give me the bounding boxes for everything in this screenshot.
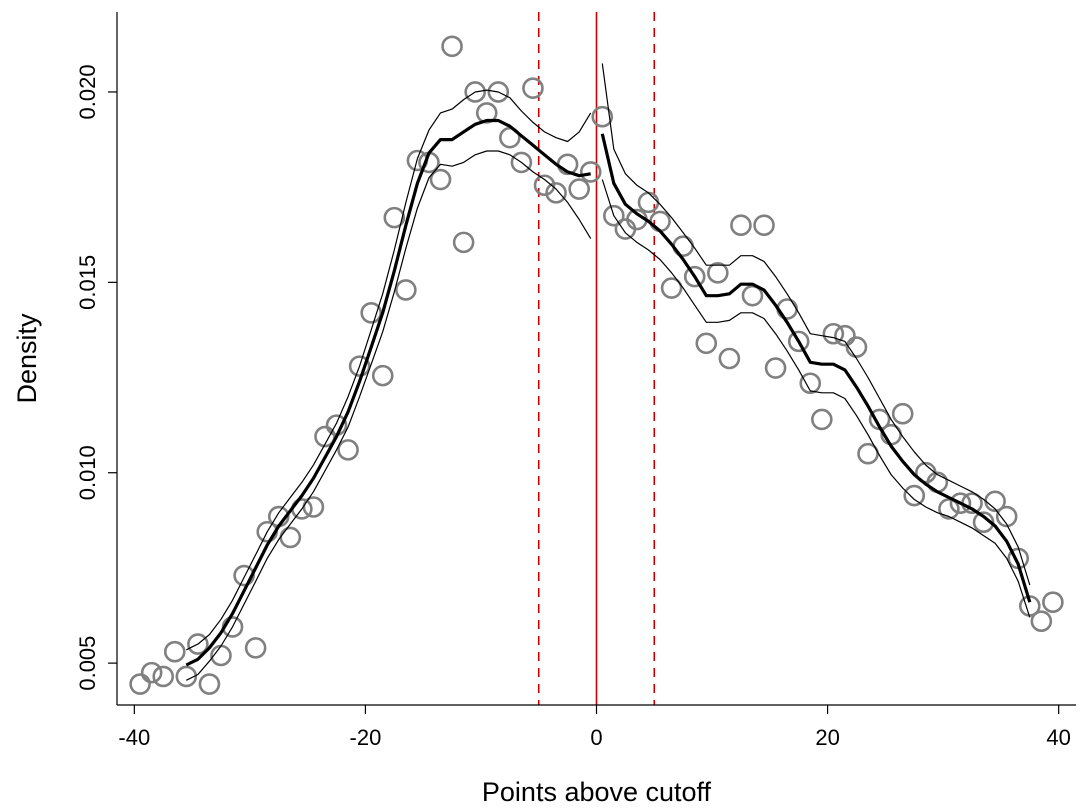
scatter-point: [949, 492, 972, 514]
scatter-point: [799, 372, 822, 395]
fit-line-left: [185, 118, 591, 667]
scatter-point: [198, 673, 221, 695]
scatter-point: [637, 191, 660, 214]
scatter-point: [857, 442, 879, 465]
y-axis-ticks: 0.005 0.010 0.015 0.020: [75, 64, 117, 691]
scatter-point: [395, 279, 417, 301]
scatter-point: [695, 332, 718, 355]
scatter-point: [568, 178, 590, 200]
scatter-point: [487, 81, 510, 103]
scatter-point: [337, 439, 359, 461]
reference-lines: [537, 12, 656, 705]
scatter-point: [683, 265, 706, 288]
scatter-point: [972, 511, 995, 534]
scatter-point: [891, 402, 914, 425]
scatter-point: [811, 408, 833, 431]
scatter-point: [753, 214, 775, 237]
scatter-point: [452, 231, 475, 254]
scatter-point: [371, 364, 394, 387]
scatter-point: [591, 105, 614, 128]
x-tick-label: -40: [118, 725, 150, 750]
scatter-point: [545, 182, 567, 204]
ci-lower-left: [186, 150, 592, 681]
y-tick-label: 0.010: [75, 445, 100, 500]
scatter-point: [764, 357, 787, 379]
y-tick-label: 0.020: [75, 64, 100, 119]
plot-area: [129, 12, 1064, 705]
x-tick-label: 20: [815, 725, 839, 750]
scatter-point: [244, 637, 267, 659]
ci-lower-right: [601, 179, 1031, 618]
x-axis-ticks: -40 -20 0 20 40: [118, 705, 1071, 750]
scatter-point: [475, 102, 498, 124]
scatter-point: [834, 324, 856, 347]
scatter-point: [302, 496, 325, 518]
scatter-point: [464, 81, 486, 103]
scatter-point: [718, 347, 741, 370]
scatter-point: [741, 284, 764, 307]
scatter-point: [730, 214, 752, 237]
scatter-point: [1030, 610, 1053, 633]
scatter-point: [787, 330, 810, 353]
scatter-point: [360, 302, 382, 324]
scatter-point: [522, 77, 544, 99]
scatter-point: [845, 336, 868, 358]
scatter-point: [279, 526, 302, 549]
scatter-point: [348, 355, 371, 377]
scatter-point: [707, 262, 729, 284]
scatter-point: [429, 168, 452, 191]
scatter-point: [441, 35, 463, 58]
fit-line-right: [600, 133, 1032, 603]
ci-upper-left: [186, 89, 592, 651]
scatter-point: [163, 640, 186, 663]
scatter-point: [822, 322, 845, 345]
scatter-point: [776, 298, 798, 320]
scatter-point: [175, 665, 198, 688]
scatter-point: [187, 633, 209, 655]
scatter-point: [129, 673, 151, 695]
y-axis-title: Density: [12, 313, 42, 404]
x-tick-label: 40: [1046, 725, 1070, 750]
scatter-point: [579, 161, 602, 183]
scatter-point: [510, 151, 533, 174]
scatter-point: [533, 174, 556, 197]
scatter-point: [140, 661, 163, 684]
y-tick-label: 0.005: [75, 636, 100, 691]
axes: -40 -20 0 20 40 0.005 0.010 0.015 0.020: [75, 12, 1076, 750]
scatter-point: [995, 505, 1018, 528]
scatter-point: [660, 277, 683, 299]
scatter-point: [603, 204, 625, 227]
fit-lines: [185, 63, 1032, 681]
scatter-point: [383, 206, 406, 229]
scatter-point: [1042, 591, 1064, 613]
scatter-point: [938, 498, 960, 520]
ci-upper-right: [601, 63, 1031, 586]
scatter-point: [649, 210, 671, 233]
x-axis-title: Points above cutoff: [482, 777, 712, 807]
scatter-point: [903, 484, 926, 507]
scatter-point: [314, 425, 336, 448]
y-tick-label: 0.015: [75, 255, 100, 310]
x-tick-label: -20: [350, 725, 382, 750]
x-tick-label: 0: [590, 725, 602, 750]
scatter-point: [152, 665, 175, 688]
